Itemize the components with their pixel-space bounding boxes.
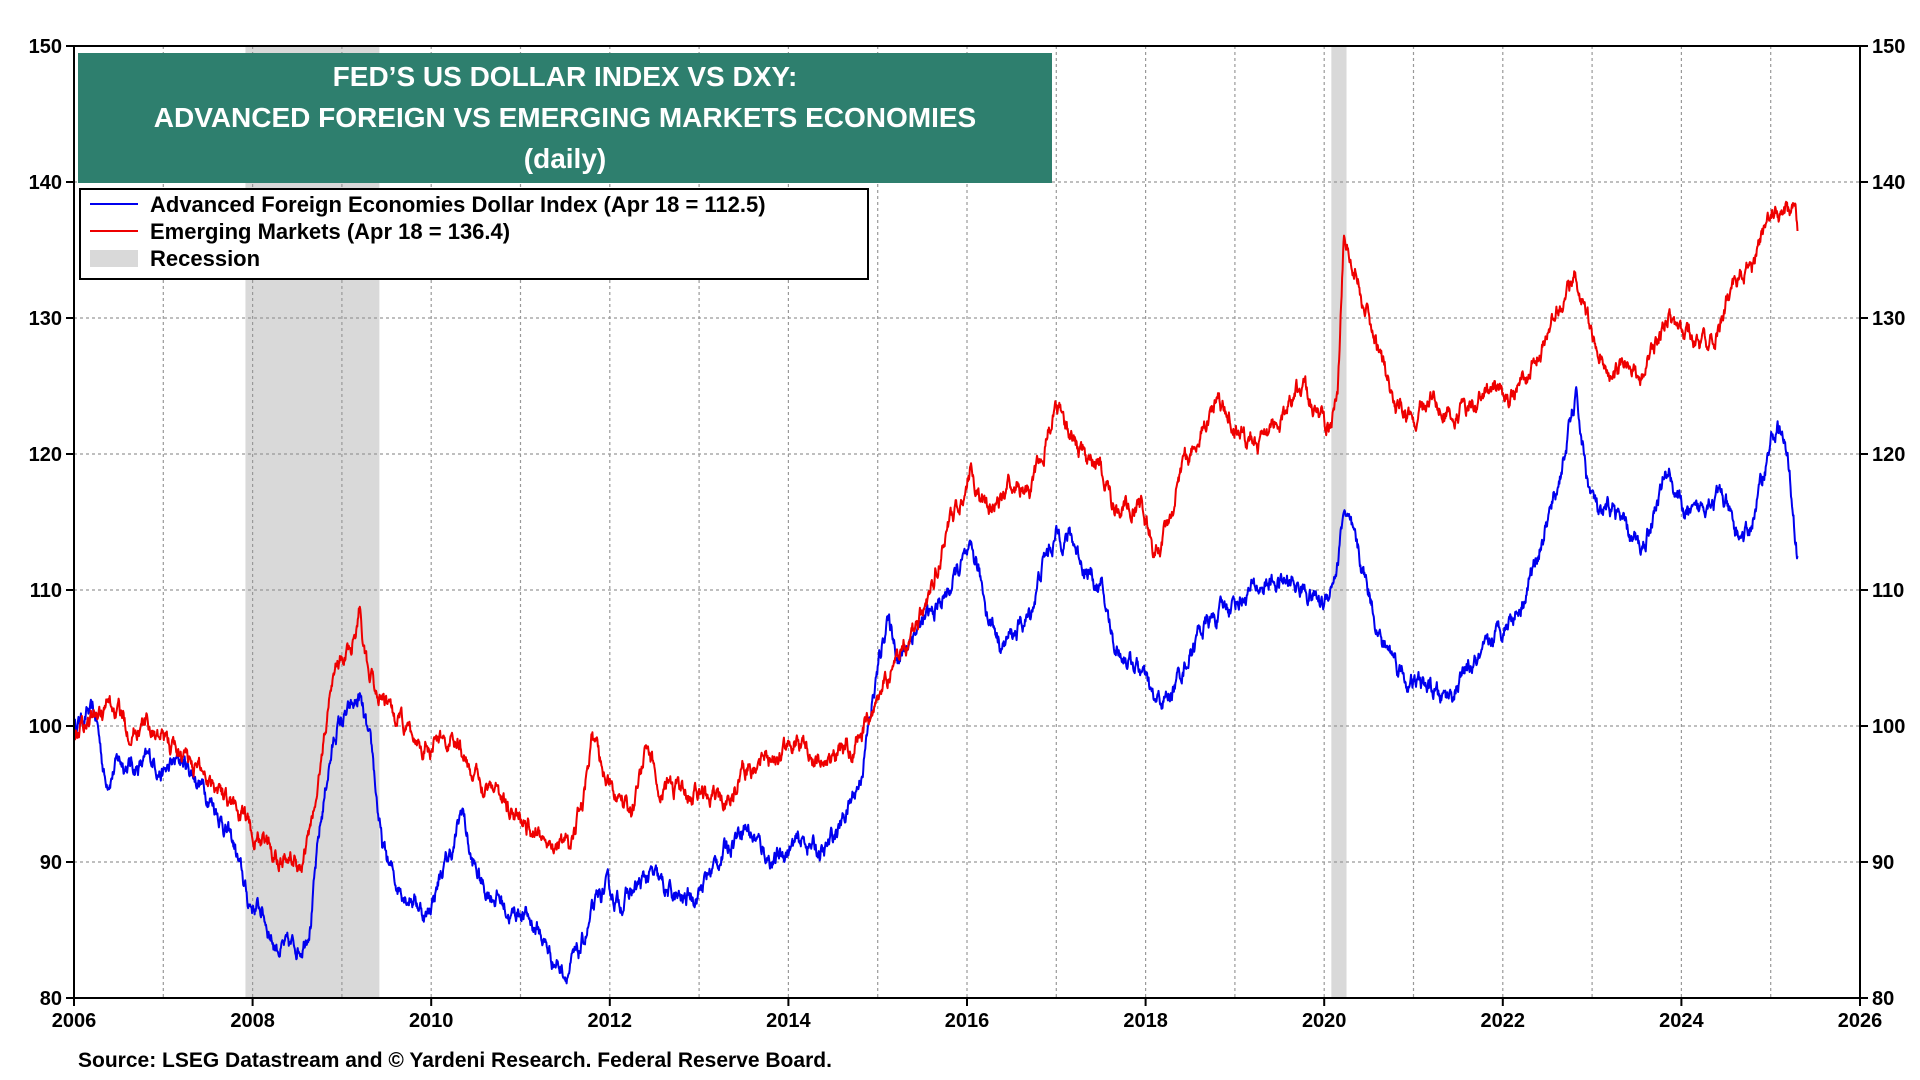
y-tick-label-left: 150 [29,36,62,58]
x-tick-label: 2018 [1123,1010,1168,1032]
title-line-3: (daily) [524,143,606,174]
y-tick-label-right: 90 [1872,852,1894,874]
y-tick-label-right: 130 [1872,308,1905,330]
source-note: Source: LSEG Datastream and © Yardeni Re… [78,1049,832,1072]
series-lines [73,200,1799,985]
y-tick-label-left: 140 [29,172,62,194]
y-tick-label-left: 120 [29,444,62,466]
x-tick-label: 2006 [52,1010,97,1032]
legend-label-recession: Recession [150,246,260,271]
y-tick-label-left: 110 [30,580,62,602]
y-tick-label-left: 100 [29,716,62,738]
y-tick-label-left: 130 [29,308,62,330]
x-tick-label: 2014 [766,1010,811,1032]
x-tick-label: 2020 [1302,1010,1347,1032]
legend-swatch-recession [90,250,138,267]
title-box: FED’S US DOLLAR INDEX VS DXY: ADVANCED F… [78,53,1052,183]
legend-label-advanced: Advanced Foreign Economies Dollar Index … [150,192,766,217]
title-line-2: ADVANCED FOREIGN VS EMERGING MARKETS ECO… [154,102,976,133]
title-background [78,53,1052,183]
axis-ticks: 2006 2008 2010 2012 2014 2016 2018 2020 2022 2024… [29,36,1906,1032]
x-tick-label: 2024 [1659,1010,1704,1032]
x-tick-label: 2010 [409,1010,454,1032]
recession-band-1 [1331,46,1347,998]
x-tick-label: 2026 [1838,1010,1883,1032]
y-tick-label-left: 90 [40,852,62,874]
y-tick-label-right: 120 [1872,444,1905,466]
series-line-advanced [73,386,1799,985]
title-line-1: FED’S US DOLLAR INDEX VS DXY: [333,61,798,92]
x-tick-label: 2008 [230,1010,275,1032]
x-tick-label: 2016 [945,1010,990,1032]
x-tick-label: 2012 [588,1010,633,1032]
legend-label-emerging: Emerging Markets (Apr 18 = 136.4) [150,219,510,244]
y-tick-label-right: 140 [1872,172,1905,194]
legend: Advanced Foreign Economies Dollar Index … [79,188,869,280]
y-tick-label-right: 150 [1872,36,1905,58]
y-tick-label-right: 80 [1872,988,1894,1010]
x-tick-label: 2022 [1481,1010,1526,1032]
y-tick-label-right: 110 [1872,580,1904,602]
y-tick-label-right: 100 [1872,716,1905,738]
series-line-emerging [73,200,1799,873]
y-tick-label-left: 80 [40,988,62,1010]
legend-box [79,188,869,280]
